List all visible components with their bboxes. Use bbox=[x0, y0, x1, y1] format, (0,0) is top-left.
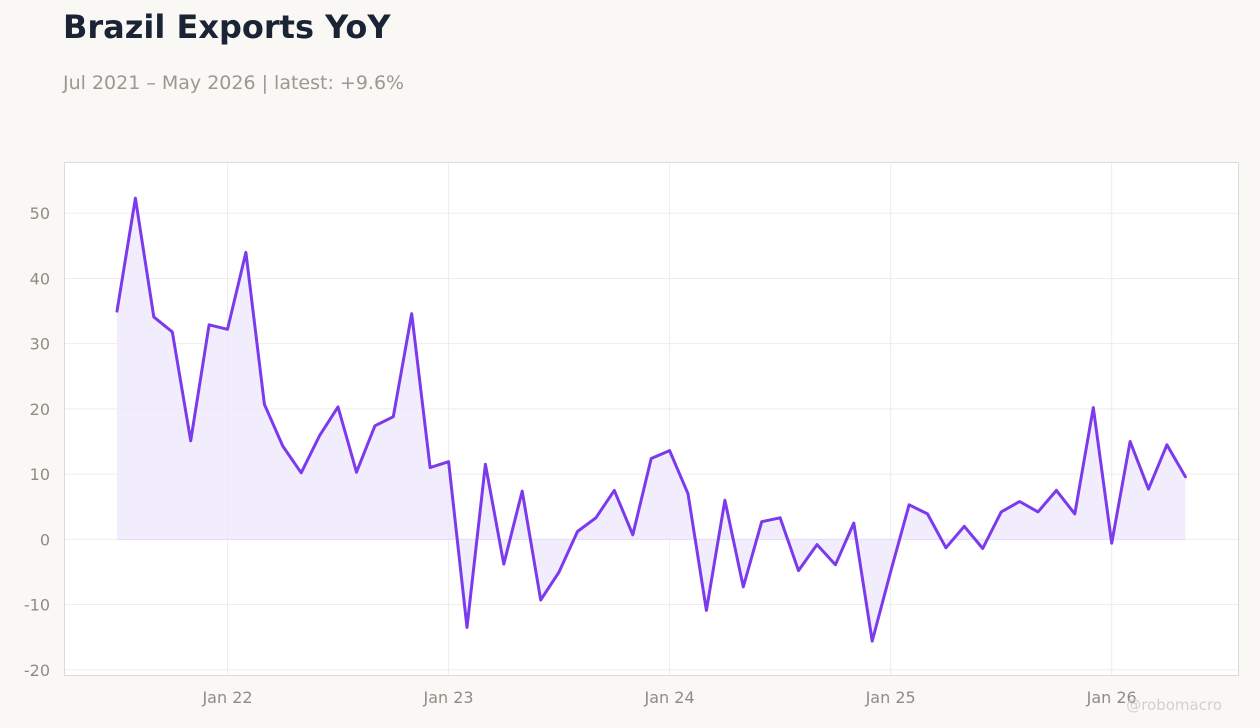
series-line bbox=[115, 196, 1187, 643]
y-tick-label: -20 bbox=[24, 661, 50, 680]
area-fill bbox=[117, 198, 1186, 642]
y-tick-label: -10 bbox=[24, 596, 50, 615]
x-tick-label: Jan 25 bbox=[865, 688, 916, 707]
y-tick-label: 40 bbox=[30, 269, 50, 288]
y-axis: -20 -10 0 10 20 30 40 50 bbox=[24, 204, 50, 680]
x-tick-label: Jan 22 bbox=[201, 688, 252, 707]
y-tick-label: 50 bbox=[30, 204, 50, 223]
y-tick-label: 10 bbox=[30, 465, 50, 484]
watermark: @robomacro bbox=[1126, 696, 1222, 714]
x-tick-label: Jan 23 bbox=[423, 688, 474, 707]
x-axis: Jan 22 Jan 23 Jan 24 Jan 25 Jan 26 bbox=[201, 688, 1136, 707]
x-tick-label: Jan 26 bbox=[1086, 688, 1137, 707]
y-tick-label: 20 bbox=[30, 400, 50, 419]
page-subtitle: Jul 2021 – May 2026 | latest: +9.6% bbox=[63, 72, 405, 94]
y-tick-label: 0 bbox=[40, 530, 50, 549]
page-title: Brazil Exports YoY bbox=[63, 8, 391, 46]
y-tick-label: 30 bbox=[30, 335, 50, 354]
x-tick-label: Jan 24 bbox=[644, 688, 695, 707]
